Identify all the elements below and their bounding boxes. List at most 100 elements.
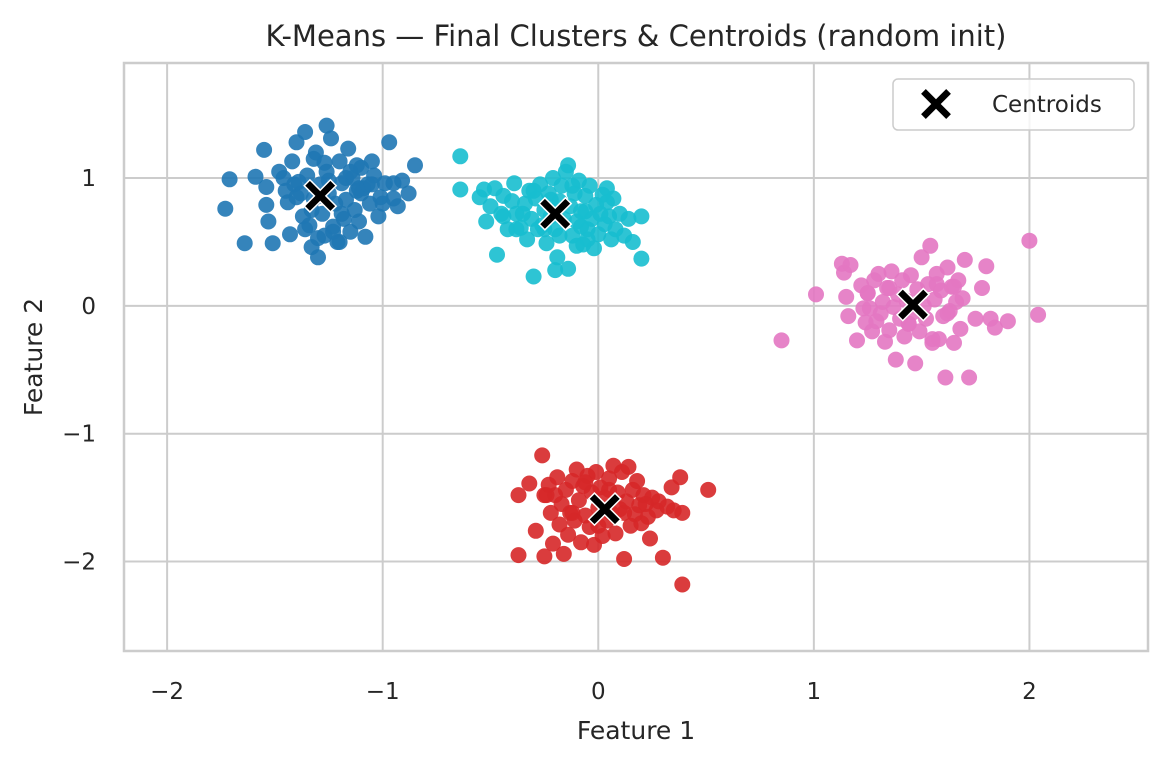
- cluster-2-point: [838, 288, 855, 305]
- cluster-3-point: [538, 487, 555, 504]
- cluster-2-point: [952, 320, 969, 337]
- cluster-0-point: [221, 171, 238, 188]
- cluster-3-point: [629, 473, 646, 489]
- cluster-1-point: [573, 218, 589, 235]
- y-tick-label: −2: [62, 550, 96, 576]
- cluster-0-point: [318, 117, 335, 134]
- cluster-0-point: [389, 198, 406, 215]
- y-tick-label: 1: [81, 166, 96, 192]
- cluster-3-point: [672, 469, 689, 486]
- cluster-0-point: [256, 141, 273, 158]
- cluster-0-point: [340, 140, 357, 157]
- cluster-1-point: [519, 231, 536, 248]
- cluster-0-point: [258, 196, 275, 213]
- cluster-0-point: [290, 173, 307, 190]
- cluster-2-point: [961, 369, 978, 386]
- cluster-3-point: [510, 547, 527, 564]
- x-tick-label: 2: [1022, 679, 1037, 705]
- cluster-0-point: [381, 134, 398, 151]
- cluster-0-point: [325, 223, 342, 240]
- cluster-1-point: [560, 157, 577, 174]
- cluster-2-point: [849, 332, 865, 349]
- cluster-2-point: [946, 334, 962, 351]
- cluster-0-point: [348, 157, 365, 174]
- cluster-3-point: [534, 447, 551, 464]
- x-tick-label: 1: [807, 679, 822, 705]
- cluster-1-point: [633, 208, 650, 225]
- cluster-3-point: [616, 551, 633, 567]
- legend-box: [892, 78, 1135, 131]
- cluster-1-point: [525, 268, 542, 285]
- cluster-0-point: [363, 176, 380, 193]
- cluster-0-point: [258, 179, 275, 195]
- cluster-2-point: [870, 265, 887, 282]
- cluster-3-point: [570, 492, 587, 509]
- cluster-1-point: [551, 227, 568, 244]
- cluster-2-point: [887, 351, 904, 368]
- cluster-2-point: [907, 355, 924, 372]
- cluster-1-point: [564, 177, 581, 194]
- cluster-3-point: [637, 496, 654, 512]
- cluster-2-point: [808, 286, 824, 303]
- cluster-1-point: [598, 194, 615, 211]
- cluster-0-point: [370, 208, 387, 225]
- cluster-2-point: [913, 249, 930, 266]
- cluster-2-point: [1021, 232, 1038, 249]
- cluster-2-point: [881, 280, 898, 296]
- cluster-1-point: [633, 250, 650, 267]
- legend-centroid-icon: [918, 86, 954, 122]
- cluster-2-point: [939, 259, 956, 276]
- cluster-3-point: [545, 535, 561, 552]
- cluster-2-point: [902, 267, 919, 284]
- cluster-0-point: [333, 205, 350, 222]
- chart-title: K-Means — Final Clusters & Centroids (ra…: [266, 19, 1007, 53]
- cluster-2-point: [974, 280, 990, 296]
- cluster-2-point: [840, 308, 857, 325]
- cluster-1-point: [549, 249, 566, 266]
- cluster-3-point: [588, 464, 605, 480]
- cluster-1-point: [547, 262, 564, 279]
- centroid-markers: [303, 178, 931, 527]
- centroid-marker: [895, 287, 931, 322]
- cluster-0-point: [385, 175, 402, 192]
- cluster-0-point: [310, 230, 326, 247]
- cluster-1-point: [489, 246, 505, 263]
- cluster-2-point: [885, 299, 902, 316]
- cluster-3-point: [577, 474, 594, 491]
- x-axis-ticks: −2 −1 0 1 2: [150, 679, 1037, 705]
- cluster-1-point: [538, 235, 555, 252]
- cluster-2-point: [924, 331, 941, 348]
- cluster-0-point: [236, 235, 253, 252]
- cluster-0-point: [374, 195, 391, 212]
- cluster-3-point: [573, 534, 589, 551]
- cluster-2-point: [1030, 306, 1047, 323]
- cluster-1-point: [506, 175, 523, 192]
- cluster-2-point: [922, 237, 939, 254]
- cluster-0-point: [260, 213, 277, 230]
- cluster-3-point: [642, 530, 658, 547]
- cluster-2-point: [859, 285, 876, 302]
- cluster-1-point: [581, 177, 598, 194]
- cluster-2-point: [939, 305, 956, 322]
- cluster-3-point: [536, 548, 553, 565]
- y-axis-ticks: −2 −1 0 1: [62, 166, 96, 575]
- cluster-3-point: [601, 470, 618, 487]
- cluster-0-point: [264, 235, 281, 252]
- y-tick-label: 0: [81, 294, 96, 320]
- cluster-3-point: [510, 487, 527, 504]
- cluster-1-point: [452, 181, 469, 198]
- cluster-0-point: [323, 130, 339, 147]
- legend-label-centroids: Centroids: [992, 92, 1102, 118]
- cluster-1-point: [478, 213, 495, 230]
- cluster-1-point: [560, 260, 577, 277]
- cluster-2-point: [883, 263, 900, 280]
- x-tick-label: 0: [591, 679, 606, 705]
- y-axis-label: Feature 2: [19, 298, 48, 416]
- cluster-2-point: [978, 258, 995, 275]
- cluster-0-point: [407, 157, 423, 174]
- cluster-2-point: [900, 315, 917, 332]
- cluster-0-point: [297, 124, 314, 140]
- cluster-3-point: [564, 504, 581, 521]
- cluster-3-point: [601, 481, 618, 498]
